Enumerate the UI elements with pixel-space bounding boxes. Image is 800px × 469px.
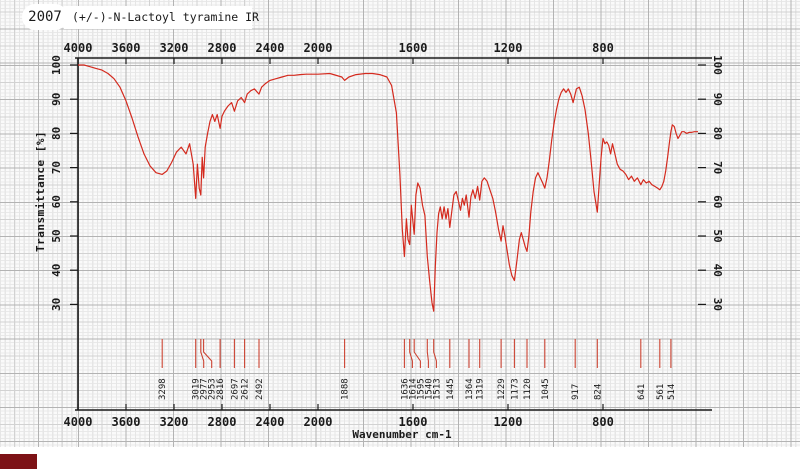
grid-paper [0,0,800,447]
y-axis-title: Transmittance [%] [34,130,47,252]
peak-label: 824 [593,384,603,400]
x-tick-label-bottom: 800 [592,415,614,429]
peak-label: 1513 [432,378,442,400]
peak-label: 2816 [216,378,226,400]
y-tick-label-right: 80 [711,127,724,140]
x-tick-label-top: 800 [592,41,614,55]
peak-label: 2977 [200,378,210,400]
peak-tick [200,339,205,368]
peak-label: 1540 [424,378,434,400]
peak-label: 1319 [476,378,486,400]
y-tick-label-right: 60 [711,195,724,208]
y-tick-label-left: 60 [50,195,63,208]
y-tick-label-right: 100 [711,55,724,75]
peak-label: 2697 [230,378,240,400]
x-tick-label-top: 2800 [208,41,237,55]
x-tick-label-top: 1600 [399,41,428,55]
y-tick-label-left: 80 [50,127,63,140]
x-tick-label-top: 4000 [64,41,93,55]
spectrum-curve [78,64,698,312]
peak-label: 1173 [510,378,520,400]
y-tick-label-right: 30 [711,298,724,311]
peak-label: 2612 [241,378,251,400]
peak-label: 3298 [158,378,168,400]
y-tick-label-left: 50 [50,229,63,242]
x-tick-label-bottom: 4000 [64,415,93,429]
peak-tick [203,339,213,368]
y-tick-label-left: 70 [50,161,63,174]
x-tick-label-top: 2000 [304,41,333,55]
peak-label: 2492 [255,378,265,400]
x-tick-label-bottom: 3600 [112,415,141,429]
y-tick-label-left: 90 [50,93,63,106]
peak-label: 1636 [400,378,410,400]
y-tick-label-right: 40 [711,264,724,277]
year-stamp: 2007 [22,4,68,30]
x-tick-label-top: 3200 [160,41,189,55]
y-tick-label-left: 30 [50,298,63,311]
x-tick-label-bottom: 2000 [304,415,333,429]
x-tick-label-bottom: 2400 [256,415,285,429]
peak-label: 1614 [408,378,418,400]
y-tick-label-right: 90 [711,93,724,106]
peak-label: 3019 [192,378,202,400]
corner-red-box [0,454,37,469]
peak-label: 1120 [523,378,533,400]
x-tick-label-top: 1200 [494,41,523,55]
peak-label: 1364 [465,378,475,400]
x-tick-label-top: 3600 [112,41,141,55]
peak-label: 514 [667,384,677,400]
x-tick-label-bottom: 1600 [399,415,428,429]
peak-label: 2953 [208,378,218,400]
peak-tick [409,339,413,368]
y-tick-label-right: 50 [711,229,724,242]
y-tick-label-left: 100 [50,55,63,75]
peak-label: 1888 [341,378,351,400]
x-tick-label-bottom: 3200 [160,415,189,429]
peak-label: 1445 [446,378,456,400]
y-tick-label-left: 40 [50,264,63,277]
x-tick-label-bottom: 2800 [208,415,237,429]
y-tick-label-right: 70 [711,161,724,174]
peak-tick [426,339,429,368]
peak-label: 561 [656,384,666,400]
x-tick-label-bottom: 1200 [494,415,523,429]
x-axis-title: Wavenumber cm-1 [352,428,452,441]
peak-label: 641 [637,384,647,400]
x-tick-label-top: 2400 [256,41,285,55]
peak-label: 917 [571,384,581,400]
peak-tick [413,339,421,368]
peak-label: 1045 [541,378,551,400]
peak-label: 1229 [497,378,507,400]
peak-label: 1595 [416,378,426,400]
peak-tick [433,339,437,368]
chart-title: (+/-)-N-Lactoyl tyramine IR [64,6,259,29]
